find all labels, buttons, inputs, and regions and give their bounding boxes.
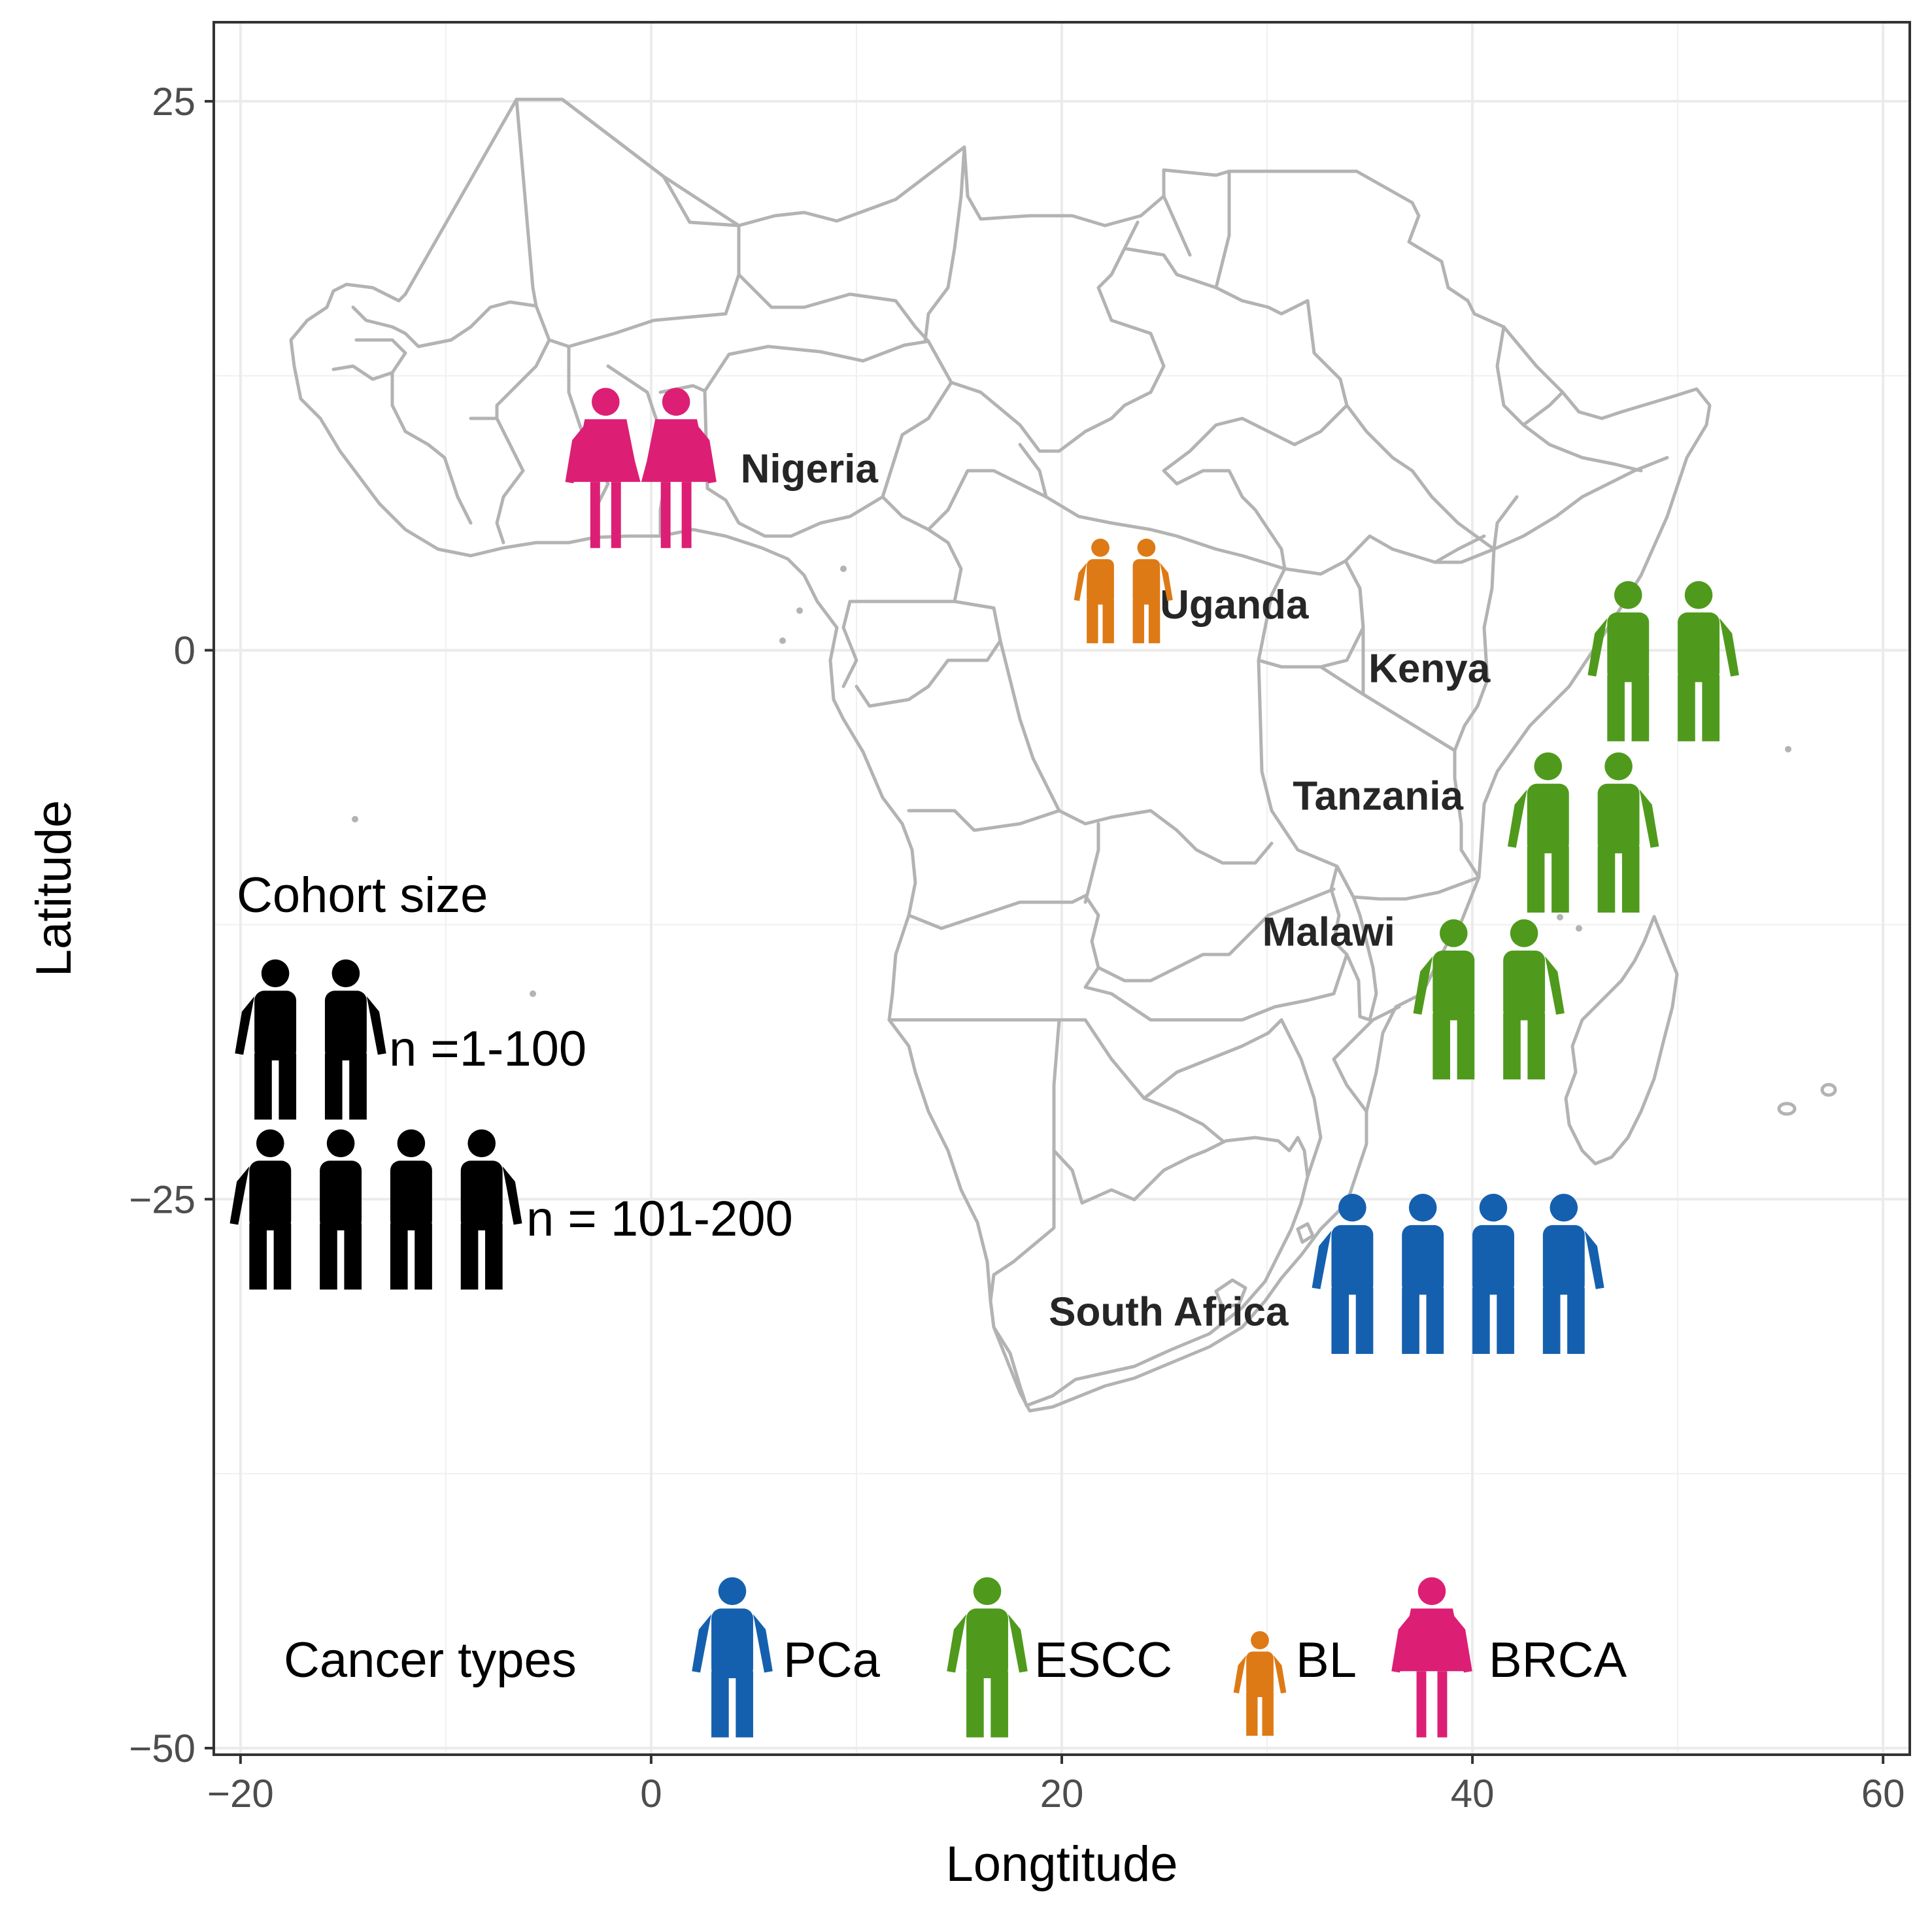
- y-tick-label: −25: [129, 1177, 195, 1221]
- cohort-figure-uganda: [1132, 538, 1173, 643]
- cohort-size-legend: Cohort size n =1-100 n = 101-200: [229, 868, 793, 1290]
- cohort-size-figure: [390, 1129, 432, 1290]
- country-malawi: [1329, 864, 1378, 1022]
- country-label-tanzania: Tanzania: [1293, 773, 1463, 819]
- cancer-type-label: BRCA: [1489, 1632, 1627, 1688]
- island: [352, 816, 358, 822]
- x-tick-label: 0: [640, 1772, 662, 1816]
- cohort-size-figure: [460, 1129, 522, 1290]
- cohort-figure-south-africa: [1542, 1193, 1604, 1354]
- cohort-size-figure: [229, 1129, 292, 1290]
- x-tick-label: 40: [1451, 1772, 1495, 1816]
- country-label-nigeria: Nigeria: [741, 447, 879, 492]
- cohort-size-legend-title: Cohort size: [237, 868, 488, 923]
- island: [1785, 746, 1791, 752]
- cohort-figure-malawi: [1503, 919, 1565, 1080]
- country-label-uganda: Uganda: [1160, 583, 1309, 628]
- x-tick-label: 60: [1861, 1772, 1905, 1816]
- island: [1576, 925, 1582, 932]
- cohort-size-label: n = 101-200: [526, 1191, 793, 1247]
- island: [1820, 1083, 1837, 1097]
- island: [530, 990, 536, 997]
- cohort-figure-kenya: [1678, 581, 1739, 741]
- cohort-figure-uganda: [1074, 538, 1114, 643]
- cancer-type-figure: [692, 1577, 773, 1738]
- cohort-figure-tanzania: [1597, 752, 1659, 913]
- cohort-figure-kenya: [1587, 581, 1650, 741]
- cancer-type-figure: [947, 1577, 1028, 1738]
- country-label-malawi: Malawi: [1263, 909, 1395, 955]
- cancer-types-legend-title: Cancer types: [284, 1632, 577, 1688]
- island: [779, 637, 786, 644]
- y-tick-label: 0: [174, 629, 195, 673]
- y-axis-title: Latitude: [26, 800, 82, 977]
- eswatini: [1296, 1222, 1315, 1244]
- cohort-icons: [565, 388, 1739, 1354]
- x-axis: −20 0 20 40 60: [207, 1755, 1905, 1816]
- cancer-type-figure: [1391, 1577, 1472, 1738]
- country-tanzania: [1257, 658, 1481, 901]
- cohort-size-figure: [235, 959, 297, 1120]
- madagascar: [1564, 915, 1679, 1166]
- cohort-size-label: n =1-100: [389, 1021, 586, 1077]
- island: [1557, 914, 1563, 921]
- country-labels: Nigeria Uganda Kenya Tanzania Malawi South Af…: [741, 447, 1491, 1335]
- cancer-types-legend: Cancer types PCa ESCC BL BRCA: [284, 1577, 1627, 1738]
- cancer-type-label: PCa: [783, 1632, 881, 1688]
- island: [1777, 1102, 1797, 1116]
- country-kenya: [1344, 534, 1496, 752]
- country-south-africa: [989, 1136, 1310, 1408]
- cancer-type-label: ESCC: [1034, 1632, 1172, 1688]
- y-tick-label: −50: [129, 1727, 195, 1770]
- y-tick-label: 25: [152, 80, 195, 124]
- cohort-figure-south-africa: [1402, 1193, 1444, 1354]
- x-tick-label: 20: [1040, 1772, 1084, 1816]
- cohort-figure-nigeria: [565, 388, 641, 549]
- country-nigeria: [703, 339, 953, 538]
- island: [796, 607, 803, 614]
- cancer-type-label: BL: [1296, 1632, 1357, 1688]
- country-label-south-africa: South Africa: [1049, 1290, 1289, 1335]
- country-label-kenya: Kenya: [1368, 646, 1491, 691]
- cohort-size-figure: [324, 959, 386, 1120]
- lesotho: [1214, 1278, 1247, 1309]
- cohort-figure-south-africa: [1312, 1193, 1374, 1354]
- x-tick-label: −20: [207, 1772, 274, 1816]
- cohort-figure-nigeria: [641, 388, 717, 549]
- y-axis: 25 0 −25 −50: [129, 80, 214, 1770]
- cohort-size-figure: [320, 1129, 362, 1290]
- x-axis-title: Longtitude: [946, 1836, 1178, 1892]
- cohort-figure-south-africa: [1472, 1193, 1514, 1354]
- country-uganda: [1257, 559, 1365, 669]
- cohort-figure-malawi: [1413, 919, 1475, 1080]
- cancer-type-figure: [1233, 1631, 1287, 1736]
- island: [840, 566, 847, 572]
- cohort-figure-tanzania: [1507, 752, 1569, 913]
